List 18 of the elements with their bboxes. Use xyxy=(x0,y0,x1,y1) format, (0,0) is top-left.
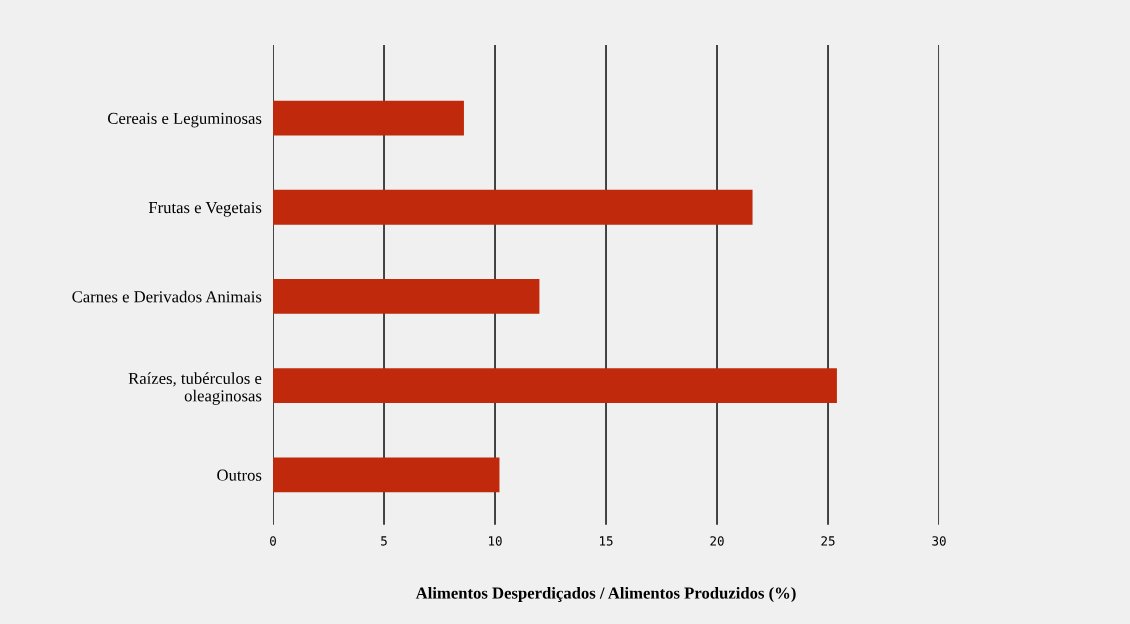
bar xyxy=(273,368,837,404)
y-tick-label: Outros xyxy=(217,469,262,481)
x-tick-label: 0 xyxy=(270,536,276,546)
x-tick-label: 10 xyxy=(488,536,502,546)
x-tick-label: 20 xyxy=(710,536,724,546)
y-tick-label: Carnes e Derivados Animais xyxy=(72,290,262,303)
bar xyxy=(273,457,500,493)
x-tick-label: 5 xyxy=(381,536,387,546)
y-tick-label: Cereais e Leguminosas xyxy=(107,112,262,128)
bar xyxy=(273,100,464,136)
x-tick-label: 30 xyxy=(932,536,946,546)
x-tick-label: 25 xyxy=(821,536,835,546)
bar xyxy=(273,279,540,314)
y-tick-label: Frutas e Vegetais xyxy=(148,201,262,217)
y-tick-label: Raízes, tubérculos e oleaginosas xyxy=(128,372,262,405)
x-tick-label: 15 xyxy=(600,536,613,546)
bar xyxy=(273,189,753,225)
x-axis-title: Alimentos Desperdiçados / Alimentos Produzidos (%) xyxy=(415,586,796,603)
